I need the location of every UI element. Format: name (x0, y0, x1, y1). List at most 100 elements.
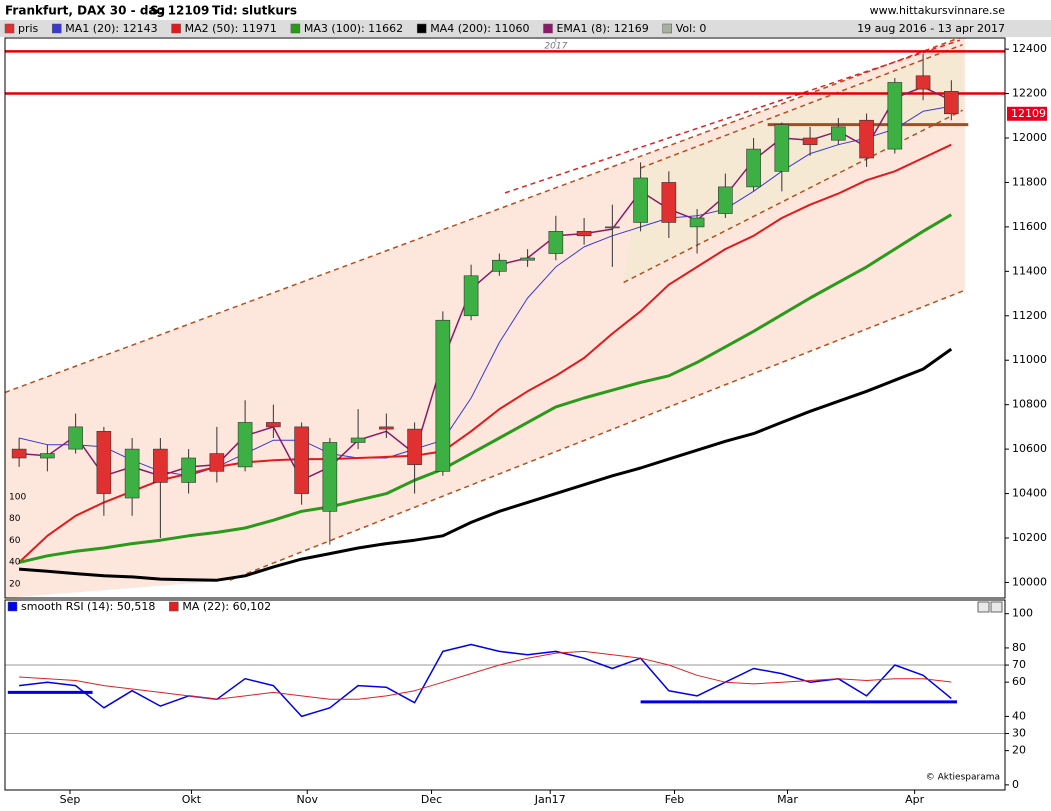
candle-body (407, 428, 422, 465)
candle-body (237, 422, 253, 468)
candle-body (209, 453, 225, 472)
y-tick-label: 10400 (1012, 487, 1047, 500)
y-tick-label: 10200 (1012, 531, 1047, 544)
y-tick-label: 11400 (1012, 264, 1047, 277)
candle-body (68, 426, 83, 450)
legend-swatch (290, 23, 301, 34)
series-line (18, 143, 952, 564)
y-tick-label: 80 (1012, 641, 1026, 654)
candle-body (294, 426, 309, 494)
candle-body (887, 82, 903, 150)
x-tick-label: Feb (665, 793, 684, 806)
x-tick-label: Okt (182, 793, 202, 806)
legend-label: MA4 (200): 11060 (430, 22, 529, 35)
candle-body (153, 448, 168, 483)
volume-tick-label: 60 (9, 536, 21, 546)
y-tick-label: 11600 (1012, 220, 1047, 233)
year-label: 2017 (544, 42, 567, 52)
series-line (18, 105, 952, 477)
y-tick-label: 30 (1012, 727, 1026, 740)
series-line (18, 213, 953, 564)
candle-body (181, 457, 196, 483)
y-tick-label: 12400 (1012, 42, 1047, 55)
y-tick-label: 40 (1012, 709, 1026, 722)
legend-swatch (662, 23, 672, 34)
x-tick-label: Mar (777, 793, 798, 806)
candle-body (266, 422, 281, 428)
panel-icon[interactable] (977, 601, 990, 613)
candle-body (463, 275, 479, 317)
volume-tick-label: 100 (9, 492, 26, 502)
candle-body (661, 182, 677, 223)
y-tick-label: 12200 (1012, 87, 1047, 100)
box-shade (623, 44, 963, 283)
last-close: S: 12109 (150, 4, 209, 18)
y-tick-label: 10000 (1012, 575, 1047, 588)
x-tick-label: Dec (421, 793, 442, 806)
candle-body (435, 319, 451, 472)
candle-body (944, 91, 959, 115)
price-type: Tid: slutkurs (212, 4, 297, 18)
y-tick-label: 10600 (1012, 442, 1047, 455)
legend-swatch (52, 23, 62, 34)
x-tick-label: Nov (297, 793, 319, 806)
series-line (18, 347, 953, 582)
legend-swatch (169, 601, 179, 612)
candle-body (831, 126, 846, 141)
y-tick-label: 11200 (1012, 309, 1047, 322)
y-tick-label: 20 (1012, 744, 1026, 757)
legend-label: MA2 (50): 11971 (185, 22, 277, 35)
credit: © Aktiesparama (926, 773, 1000, 783)
candle-body (915, 75, 931, 90)
trend-line (229, 289, 966, 581)
trend-line (623, 109, 963, 284)
candle-body (11, 448, 27, 459)
volume-tick-label: 40 (9, 558, 21, 568)
candle-body (605, 226, 620, 229)
volume-tick-label: 80 (9, 514, 21, 524)
rsi-panel (5, 643, 1005, 735)
legend-swatch (4, 23, 15, 34)
legend-label: EMA1 (8): 12169 (556, 22, 648, 35)
candle-body (124, 448, 140, 499)
rsi-frame (4, 599, 1006, 791)
candle-body (718, 186, 733, 214)
candle-body (322, 442, 338, 512)
legend-label: smooth RSI (14): 50,518 (21, 600, 155, 613)
legend-label: pris (18, 22, 39, 35)
y-tick-label: 12000 (1012, 131, 1047, 144)
candle-body (492, 259, 507, 272)
legend-label: Vol: 0 (676, 22, 707, 35)
legend-swatch (416, 23, 427, 34)
price-panel (5, 38, 1005, 598)
y-tick-label: 11800 (1012, 175, 1047, 188)
last-price-label: 12109 (1011, 107, 1046, 120)
series-line (19, 86, 952, 481)
candle-body (689, 217, 705, 228)
legend-swatch (543, 23, 553, 34)
series-line (19, 650, 952, 700)
panel-icon[interactable] (990, 601, 1003, 613)
legend-label: MA3 (100): 11662 (304, 22, 403, 35)
y-tick-label: 70 (1012, 658, 1026, 671)
candle-body (633, 177, 648, 223)
price-frame (4, 37, 1006, 599)
y-tick-label: 60 (1012, 675, 1026, 688)
series-line (19, 643, 952, 718)
legend-label: MA1 (20): 12143 (65, 22, 157, 35)
candle-body (802, 137, 818, 145)
x-tick-label: Sep (60, 793, 81, 806)
candle-body (350, 437, 366, 443)
candle-body (859, 119, 874, 159)
candle-body (774, 124, 790, 172)
legend-swatch (7, 601, 18, 612)
chart-title: Frankfurt, DAX 30 - dag (5, 4, 165, 18)
y-tick-label: 10800 (1012, 398, 1047, 411)
last-price-tag (1007, 106, 1047, 121)
candle-body (96, 431, 112, 494)
candle-body (548, 231, 564, 254)
y-tick-label: 100 (1012, 607, 1033, 620)
trend-line (640, 43, 963, 169)
trend-line (504, 39, 961, 194)
candle-body (379, 426, 394, 430)
